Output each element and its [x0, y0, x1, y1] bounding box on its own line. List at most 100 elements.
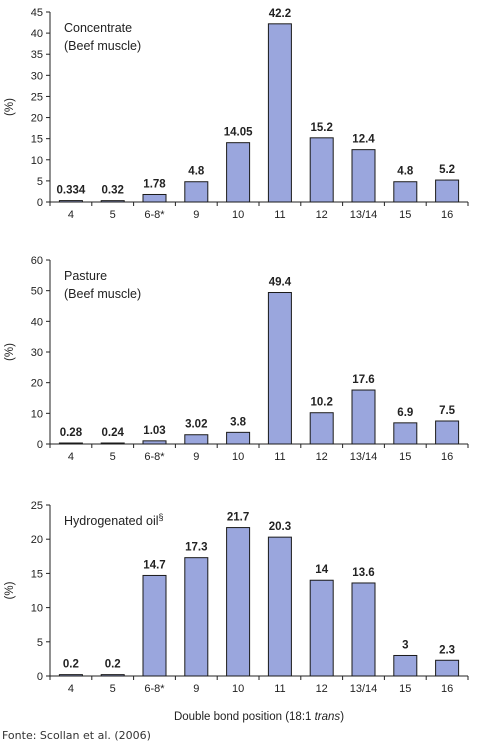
data-label: 1.03 [143, 425, 165, 437]
x-tick-label: 15 [399, 209, 411, 221]
bar [58, 200, 83, 203]
panel-subtitle: (Beef muscle) [64, 287, 141, 301]
x-tick-label: 10 [232, 209, 244, 221]
data-label: 14 [315, 564, 328, 576]
x-tick-label: 10 [232, 451, 244, 463]
y-tick-label: 40 [31, 28, 43, 40]
x-tick-label: 5 [110, 451, 116, 463]
x-axis-title-text: Double bond position (18:1 [174, 711, 315, 723]
x-tick-label: 13/14 [350, 209, 378, 221]
bar [351, 149, 376, 203]
bar [226, 431, 251, 445]
data-label: 3 [402, 639, 408, 651]
data-label: 4.8 [188, 166, 205, 178]
bar [435, 420, 460, 445]
y-tick-label: 35 [31, 49, 43, 61]
panel-title: Hydrogenated oil§ [64, 512, 164, 528]
x-tick-label: 16 [441, 451, 453, 463]
data-label: 12.4 [352, 134, 375, 146]
bar [435, 659, 460, 677]
bar [100, 674, 125, 677]
x-tick-label: 12 [316, 451, 328, 463]
data-label: 0.28 [60, 427, 83, 439]
data-label: 14.7 [143, 559, 165, 571]
data-label: 0.2 [63, 659, 79, 671]
y-tick-label: 45 [31, 7, 43, 19]
x-tick-label: 16 [441, 209, 453, 221]
x-tick-label: 10 [232, 683, 244, 695]
bar [58, 674, 83, 677]
y-tick-label: 20 [31, 113, 43, 125]
data-label: 20.3 [269, 521, 291, 533]
y-axis-title: (%) [4, 98, 16, 116]
data-label: 3.02 [185, 419, 207, 431]
chart-panel-1: 0 5 10 15 20 25 30 35 40 45 0.334 4 0.32 5 1.78 6-8* 4.8… [4, 7, 469, 221]
y-tick-label: 5 [37, 637, 43, 649]
chart-panel-3: 0 5 10 15 20 25 0.2 4 0.2 5 14.7 6-8* 17.3 9 21.7 10 20.… [4, 500, 469, 723]
x-tick-label: 9 [193, 451, 199, 463]
x-tick-label: 12 [316, 209, 328, 221]
y-tick-label: 25 [31, 91, 43, 103]
data-label: 17.6 [352, 374, 374, 386]
bar [309, 137, 334, 203]
bar [184, 434, 209, 445]
x-axis-title-end: ) [340, 711, 344, 723]
x-tick-label: 11 [274, 209, 285, 221]
bar [267, 292, 292, 445]
bar [226, 142, 251, 203]
data-label: 21.7 [227, 512, 249, 524]
data-label: 0.32 [102, 185, 124, 197]
x-tick-label: 11 [274, 451, 285, 463]
y-tick-label: 5 [37, 176, 43, 188]
y-tick-label: 20 [31, 534, 43, 546]
y-tick-label: 0 [37, 197, 43, 209]
x-tick-label: 6-8* [144, 209, 165, 221]
data-label: 6.9 [397, 407, 413, 419]
x-tick-label: 13/14 [350, 451, 378, 463]
bar [435, 179, 460, 203]
data-label: 0.2 [105, 659, 121, 671]
y-axis-title: (%) [4, 581, 16, 599]
bar [393, 422, 418, 445]
bar [100, 442, 125, 445]
y-tick-label: 30 [31, 347, 43, 359]
bar [142, 574, 167, 677]
bar [267, 23, 292, 203]
bar [58, 442, 83, 445]
x-tick-label: 13/14 [350, 683, 378, 695]
y-tick-label: 25 [31, 500, 43, 512]
y-tick-label: 0 [37, 439, 43, 451]
data-label: 5.2 [439, 164, 455, 176]
bar [393, 654, 418, 677]
y-tick-label: 10 [31, 155, 43, 167]
bar [142, 440, 167, 445]
source-caption: Fonte: Scollan et al. (2006) [2, 729, 151, 742]
x-tick-label: 15 [399, 683, 411, 695]
data-label: 42.2 [269, 8, 291, 20]
y-tick-label: 10 [31, 408, 43, 420]
bar [309, 579, 334, 677]
data-label: 15.2 [311, 122, 333, 134]
y-tick-label: 40 [31, 316, 43, 328]
y-tick-label: 10 [31, 603, 43, 615]
bar [226, 527, 251, 677]
x-tick-label: 6-8* [144, 451, 165, 463]
panel-title: Concentrate [64, 21, 132, 35]
data-label: 4.8 [397, 166, 414, 178]
data-label: 17.3 [185, 542, 207, 554]
x-tick-label: 15 [399, 451, 411, 463]
x-tick-label: 6-8* [144, 683, 165, 695]
x-tick-label: 16 [441, 683, 453, 695]
y-tick-label: 60 [31, 255, 43, 267]
data-label: 3.8 [230, 416, 247, 428]
bar [100, 200, 125, 203]
x-axis-title-italic: trans [315, 711, 341, 723]
x-tick-label: 12 [316, 683, 328, 695]
x-tick-label: 9 [193, 209, 199, 221]
y-tick-label: 30 [31, 70, 43, 82]
data-label: 2.3 [439, 644, 455, 656]
bar [351, 389, 376, 445]
panel-subtitle: (Beef muscle) [64, 39, 141, 53]
chart-panel-2: 0 10 20 30 40 50 60 0.28 4 0.24 5 1.03 6-8* 3.02 9 3.8 1… [4, 255, 469, 463]
